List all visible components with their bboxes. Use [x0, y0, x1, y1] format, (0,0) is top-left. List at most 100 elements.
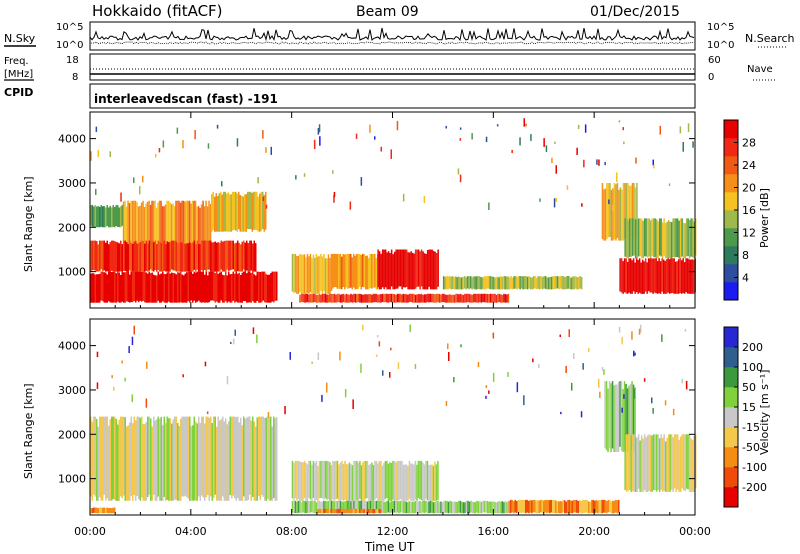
data-streak — [332, 500, 334, 514]
data-streak — [480, 277, 482, 290]
data-region — [332, 253, 379, 290]
data-streak — [311, 294, 313, 303]
data-speckle — [580, 411, 583, 418]
data-streak — [460, 277, 463, 290]
data-streak — [666, 437, 668, 492]
data-streak — [96, 507, 98, 514]
data-speckle — [516, 382, 519, 393]
data-streak — [133, 200, 135, 258]
data-streak — [139, 271, 141, 301]
data-streak — [252, 416, 254, 497]
data-streak — [327, 254, 330, 294]
data-streak — [112, 507, 114, 514]
data-streak — [588, 501, 590, 514]
data-streak — [344, 501, 346, 514]
data-streak — [178, 272, 180, 303]
data-streak — [103, 272, 105, 303]
data-streak — [193, 200, 195, 255]
data-streak — [559, 276, 562, 289]
data-streak — [333, 509, 335, 514]
data-streak — [435, 253, 438, 290]
data-streak — [452, 294, 454, 303]
data-speckle — [692, 141, 694, 148]
data-streak — [241, 272, 243, 303]
data-streak — [109, 271, 111, 303]
data-streak — [216, 242, 218, 272]
data-streak — [615, 499, 617, 513]
data-streak — [392, 293, 394, 303]
data-streak — [181, 416, 183, 497]
data-streak — [628, 218, 631, 257]
data-streak — [558, 276, 560, 290]
data-streak — [163, 240, 165, 271]
data-streak — [366, 460, 369, 498]
data-streak — [410, 501, 412, 514]
data-speckle — [414, 364, 417, 369]
data-streak — [446, 294, 448, 303]
data-streak — [309, 460, 312, 500]
x-tick-label: 16:00 — [477, 525, 509, 538]
data-streak — [131, 200, 134, 258]
data-streak — [570, 277, 572, 290]
data-speckle — [559, 334, 561, 337]
data-streak — [429, 500, 432, 513]
data-streak — [393, 251, 396, 290]
data-speckle — [576, 147, 578, 155]
data-speckle — [376, 354, 378, 357]
data-streak — [306, 293, 309, 303]
nsky-label: N.Sky — [4, 32, 36, 45]
data-streak — [147, 243, 149, 272]
data-streak — [623, 381, 626, 452]
data-streak — [559, 500, 561, 514]
data-speckle — [652, 408, 654, 414]
data-streak — [336, 501, 339, 514]
data-streak — [226, 240, 228, 270]
data-streak — [444, 276, 446, 290]
data-streak — [375, 258, 377, 290]
data-streak — [457, 276, 460, 290]
data-streak — [434, 294, 436, 303]
data-speckle — [485, 385, 488, 389]
data-speckle — [445, 401, 448, 406]
data-streak — [632, 258, 635, 292]
data-streak — [443, 293, 445, 303]
data-streak — [241, 241, 243, 272]
data-streak — [648, 434, 650, 491]
data-streak — [94, 416, 96, 497]
data-streak — [466, 276, 469, 289]
data-speckle — [97, 150, 99, 158]
data-streak — [255, 426, 257, 501]
data-streak — [196, 271, 198, 302]
data-streak — [162, 271, 164, 302]
data-streak — [347, 464, 349, 501]
data-streak — [228, 271, 230, 302]
data-streak — [682, 434, 685, 491]
data-streak — [672, 437, 674, 492]
data-streak — [517, 276, 520, 289]
data-streak — [380, 253, 382, 290]
data-streak — [100, 240, 102, 270]
data-streak — [302, 293, 304, 303]
data-streak — [105, 272, 107, 303]
data-streak — [102, 240, 104, 272]
data-streak — [395, 294, 397, 303]
data-streak — [678, 439, 680, 492]
colorbar-tick-label: -50 — [742, 441, 760, 454]
data-region — [90, 271, 278, 303]
data-streak — [100, 416, 102, 501]
data-streak — [393, 500, 396, 513]
data-streak — [410, 251, 412, 290]
data-streak — [342, 508, 344, 514]
data-speckle — [313, 139, 316, 150]
data-streak — [93, 416, 95, 495]
data-streak — [154, 240, 156, 271]
data-streak — [687, 218, 689, 257]
data-streak — [577, 501, 579, 514]
data-streak — [314, 293, 316, 303]
data-streak — [679, 218, 682, 259]
data-streak — [664, 223, 667, 259]
data-streak — [315, 294, 318, 303]
data-streak — [467, 500, 469, 514]
data-streak — [380, 461, 382, 501]
colorbar-cell — [724, 282, 738, 301]
